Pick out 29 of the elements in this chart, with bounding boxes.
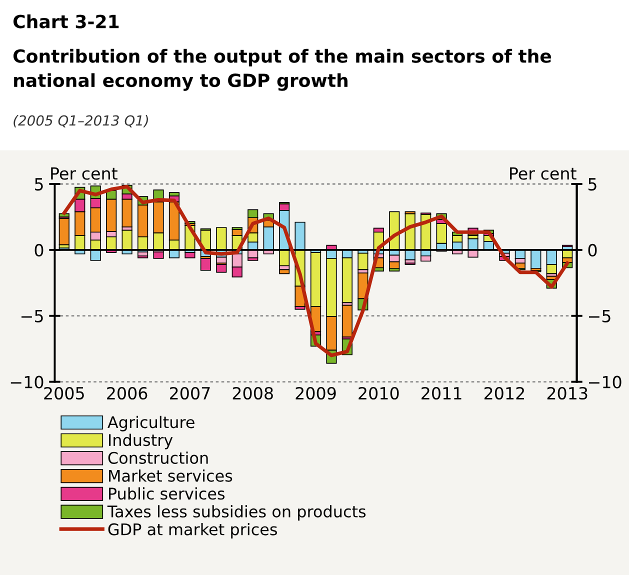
x-tick-label: 2005 — [44, 386, 84, 400]
y2-tick-label: −10 — [588, 376, 622, 388]
y-tick-label: −10 — [10, 376, 44, 388]
x-tick-label: 2008 — [232, 386, 273, 400]
x-tick-label: 2007 — [170, 386, 210, 400]
y-tick-label: 0 — [34, 244, 44, 256]
y2-tick-label: −5 — [588, 310, 610, 322]
legend-label: Public services — [109, 487, 225, 500]
y-tick-label: −5 — [22, 310, 43, 322]
x-tick-label: 2012 — [484, 386, 524, 400]
legend-label: Market services — [109, 469, 232, 482]
legend-label: Industry — [109, 434, 173, 450]
legend-label: Taxes less subsidies on products — [107, 505, 366, 521]
legend-label: Agriculture — [108, 416, 194, 432]
y2-axis-title: Per cent — [510, 167, 576, 180]
y2-tick-label: 5 — [588, 178, 596, 191]
x-tick-label: 2009 — [296, 386, 336, 400]
legend-label: Construction — [108, 452, 208, 464]
text: (2005 Q1–2013 Q1) — [14, 115, 148, 128]
legend-label: GDP at market prices — [108, 523, 277, 538]
y-axis-title: Per cent — [51, 167, 118, 180]
x-tick-label: 2013 — [547, 386, 588, 400]
x-tick-label: 2006 — [107, 386, 148, 400]
x-tick-label: 2011 — [422, 386, 462, 400]
y2-tick-label: 0 — [588, 244, 597, 256]
chart-subtitle: Contribution of the output of the main sectors of the national economy to GDP growth — [13, 48, 552, 91]
chart-title: Chart 3-21 — [13, 14, 119, 28]
x-tick-label: 2010 — [358, 386, 399, 400]
y-tick-label: 5 — [34, 178, 43, 191]
